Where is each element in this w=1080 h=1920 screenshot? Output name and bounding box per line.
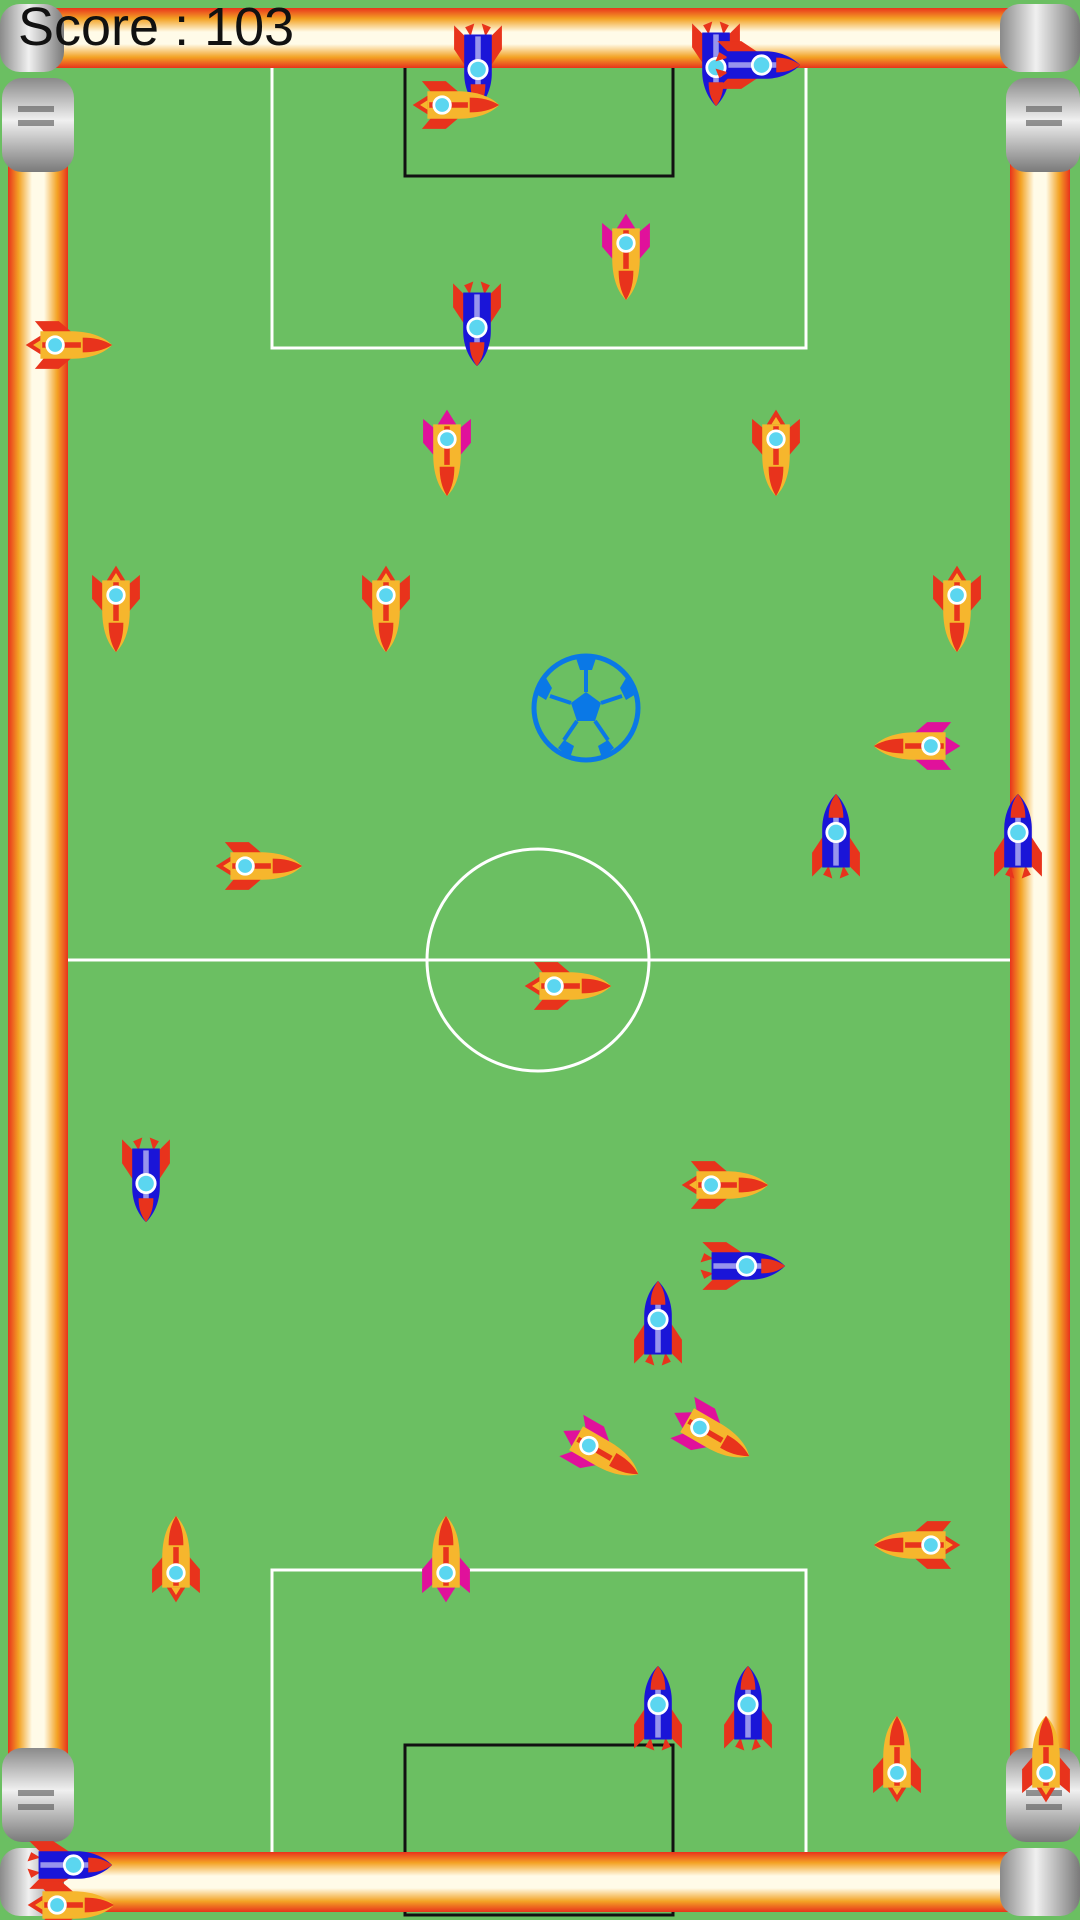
corner-cap-tl-h [0,4,64,72]
right-tube [1010,90,1070,1830]
left-tube [8,90,68,1830]
corner-cap-br-h [1000,1848,1080,1916]
bottom-tube [30,1852,1050,1912]
top-tube [30,8,1050,68]
score-label: Score : 103 [18,0,295,57]
arena-border [0,4,1080,1916]
bottom-goal [403,1743,675,1917]
center-circle [425,847,651,1073]
corner-cap-tr-h [1000,4,1080,72]
soccer-ball-icon[interactable] [531,653,641,763]
